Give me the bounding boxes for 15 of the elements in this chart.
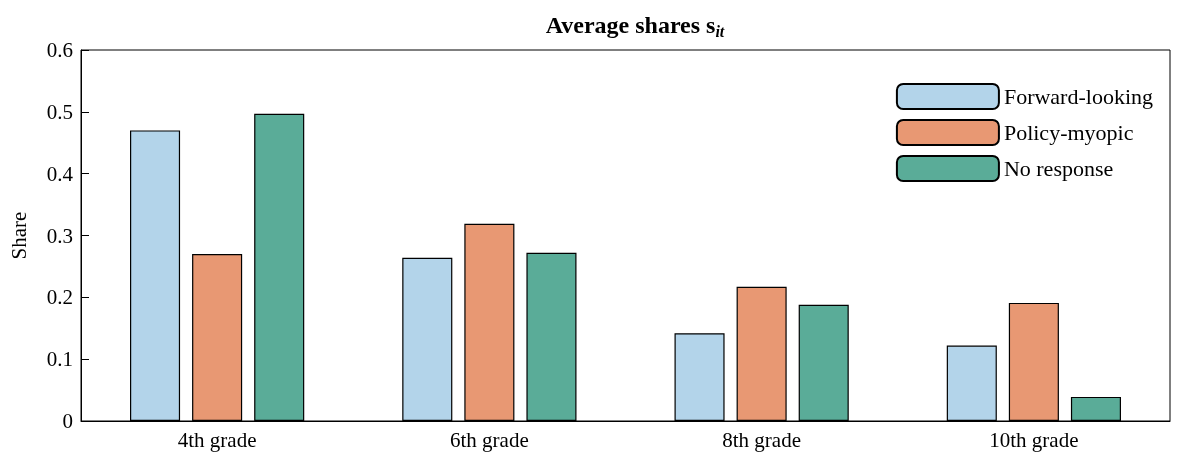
y-tick-label: 0.2 (46, 285, 73, 310)
y-tick-label: 0.1 (46, 347, 73, 372)
y-tick-label: 0.4 (46, 161, 74, 186)
y-tick-label: 0.6 (46, 38, 73, 62)
y-axis-title: Share (6, 211, 31, 260)
y-tick-label: 0.3 (46, 223, 73, 248)
legend-label: Forward-looking (1003, 84, 1153, 109)
y-tick-label: 0.5 (46, 99, 73, 124)
legend-label: No response (1003, 156, 1114, 181)
x-tick-label: 10th grade (989, 427, 1079, 452)
x-tick-label: 4th grade (177, 427, 257, 452)
x-tick-label: 6th grade (450, 427, 529, 452)
y-tick-label: 0 (62, 409, 73, 433)
x-tick-label: 8th grade (722, 427, 801, 452)
legend-label: Policy-myopic (1003, 120, 1134, 145)
